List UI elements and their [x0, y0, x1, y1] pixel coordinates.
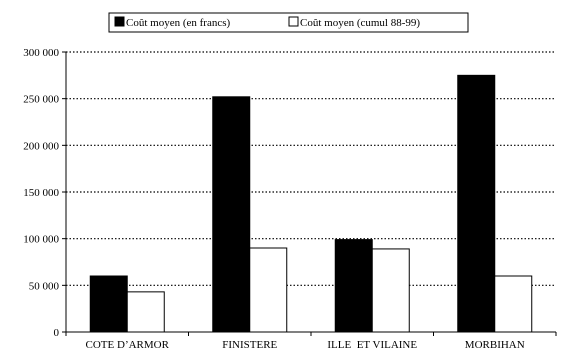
y-tick-label: 200 000 — [23, 140, 59, 152]
bar-cout-moyen — [457, 74, 496, 333]
bar-cout-moyen — [334, 239, 373, 333]
y-tick-label: 300 000 — [23, 47, 59, 59]
x-tick-label: ILLE ET VILAINE — [327, 339, 417, 351]
chart-legend: Coût moyen (en francs) Coût moyen (cumul … — [108, 12, 469, 33]
bars — [89, 74, 533, 333]
bar-cout-moyen-cumul — [371, 248, 410, 333]
y-tick-label: 0 — [54, 327, 60, 339]
x-tick-label: FINISTERE — [222, 339, 277, 351]
y-tick-label: 250 000 — [23, 94, 59, 106]
legend-label: Coût moyen (cumul 88-99) — [300, 17, 420, 29]
y-tick-label: 150 000 — [23, 187, 59, 199]
y-tick-label: 50 000 — [29, 280, 60, 292]
gridlines — [66, 51, 556, 286]
x-tick-label: MORBIHAN — [465, 339, 525, 351]
bar-cout-moyen — [212, 96, 251, 333]
y-tick-label: 100 000 — [23, 234, 59, 246]
x-tick-label: COTE D’ARMOR — [86, 339, 170, 351]
legend-label: Coût moyen (en francs) — [126, 17, 230, 29]
y-axis-ticks: 0 50 000 100 000 150 000 200 000 250 000 300 0… — [23, 47, 66, 339]
bar-cout-moyen-cumul — [249, 247, 288, 333]
bar-cout-moyen-cumul — [494, 275, 533, 333]
legend-swatch — [114, 16, 125, 27]
x-axis-ticks: COTE D’ARMOR FINISTERE ILLE ET VILAINE MORB… — [65, 332, 557, 351]
legend-swatch — [288, 16, 299, 27]
bar-cout-moyen-cumul — [126, 291, 165, 333]
bar-cout-moyen — [89, 275, 128, 333]
